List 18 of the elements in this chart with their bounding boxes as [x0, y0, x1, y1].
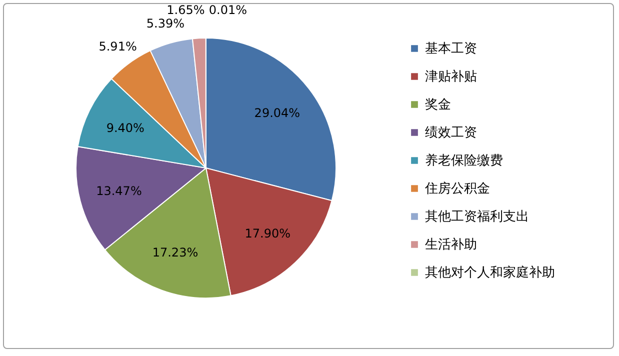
legend-label: 住房公积金 [424, 180, 490, 196]
legend-label: 其他对个人和家庭补助 [425, 264, 555, 280]
data-label: 0.01% [208, 3, 248, 17]
legend-label: 其他工资福利支出 [425, 210, 529, 224]
data-label: 17.23% [152, 246, 198, 260]
legend-label: 奖金 [425, 98, 451, 112]
legend-label: 基本工资 [425, 42, 477, 56]
data-label: 5.91% [98, 40, 137, 54]
data-label: 9.40% [106, 120, 144, 135]
data-label: 17.90% [244, 226, 291, 241]
legend-label: 生活补助 [425, 238, 477, 252]
legend-label: 绩效工资 [425, 126, 477, 140]
legend-label: 津贴补贴 [425, 70, 477, 84]
legend-label: 养老保险缴费 [425, 152, 503, 168]
data-label: 29.04% [254, 106, 300, 120]
data-label: 5.39% [146, 16, 185, 31]
data-label: 1.65% [166, 3, 205, 18]
data-label: 13.47% [96, 184, 142, 198]
